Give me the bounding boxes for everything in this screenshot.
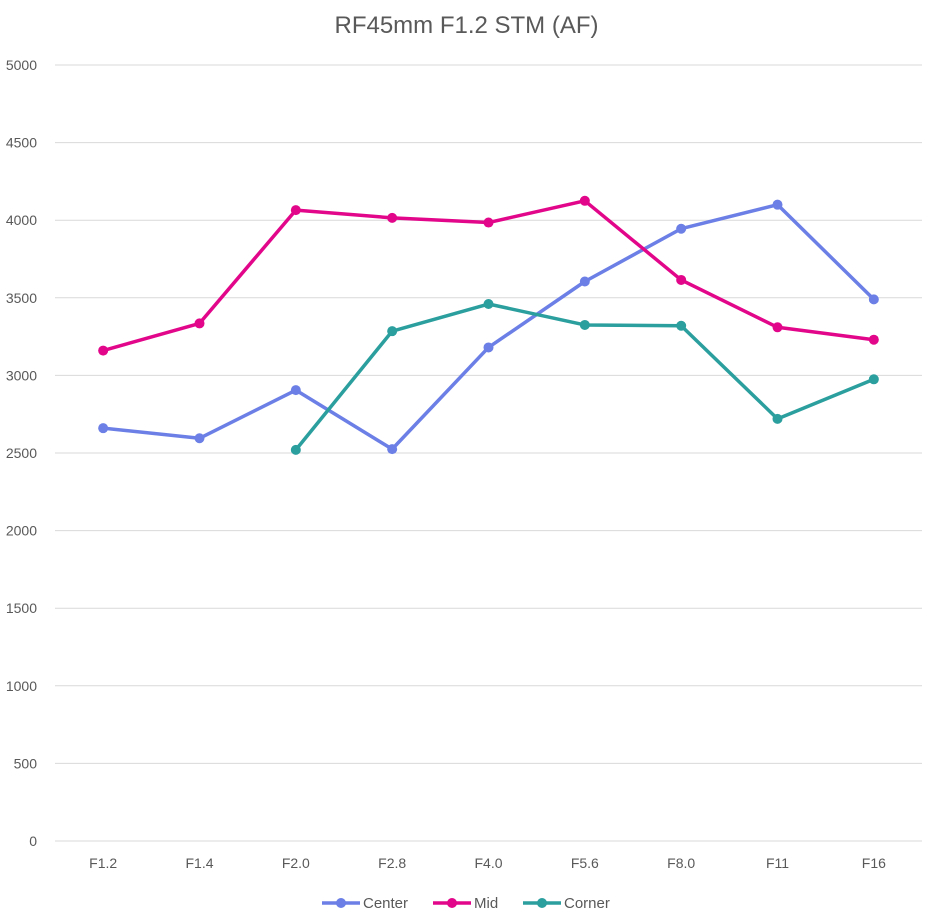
series-lines bbox=[98, 195, 879, 455]
legend-label: Corner bbox=[564, 895, 610, 912]
x-tick-label: F2.8 bbox=[378, 855, 406, 871]
legend: Center Mid Corner bbox=[322, 895, 610, 912]
x-tick-label: F8.0 bbox=[667, 855, 695, 871]
legend-swatch-marker bbox=[537, 898, 547, 908]
series-mid bbox=[98, 195, 879, 356]
y-tick-label: 500 bbox=[14, 755, 38, 771]
y-tick-label: 5000 bbox=[6, 57, 37, 73]
data-point bbox=[868, 334, 879, 345]
data-point bbox=[98, 345, 109, 356]
data-point bbox=[676, 223, 687, 234]
x-tick-label: F16 bbox=[862, 855, 886, 871]
x-tick-label: F4.0 bbox=[474, 855, 502, 871]
data-point bbox=[387, 444, 398, 455]
data-point bbox=[579, 319, 590, 330]
chart-title: RF45mm F1.2 STM (AF) bbox=[334, 12, 599, 39]
data-point bbox=[194, 433, 205, 444]
y-tick-label: 3500 bbox=[6, 290, 37, 306]
data-point bbox=[772, 199, 783, 210]
data-point bbox=[387, 326, 398, 337]
data-point bbox=[772, 322, 783, 333]
data-point bbox=[290, 444, 301, 455]
x-tick-label: F11 bbox=[766, 855, 789, 871]
y-tick-label: 4500 bbox=[6, 135, 37, 151]
data-point bbox=[676, 274, 687, 285]
series-corner bbox=[290, 299, 879, 455]
data-point bbox=[772, 413, 783, 424]
x-tick-label: F1.4 bbox=[185, 855, 213, 871]
y-axis-ticks: 0 500 1000 1500 2000 2500 3000 3500 4000 4500 5000 bbox=[6, 57, 37, 849]
legend-label: Mid bbox=[474, 895, 498, 912]
legend-item-center: Center bbox=[322, 895, 408, 912]
y-tick-label: 0 bbox=[29, 833, 37, 849]
data-point bbox=[98, 423, 109, 434]
data-point bbox=[290, 385, 301, 396]
y-tick-label: 1500 bbox=[6, 600, 37, 616]
y-tick-label: 4000 bbox=[6, 212, 37, 228]
data-point bbox=[387, 212, 398, 223]
data-point bbox=[483, 342, 494, 353]
y-tick-label: 3000 bbox=[6, 367, 37, 383]
x-axis-ticks: F1.2 F1.4 F2.0 F2.8 F4.0 F5.6 F8.0 F11 F16 bbox=[89, 855, 886, 871]
x-tick-label: F5.6 bbox=[571, 855, 599, 871]
data-point bbox=[868, 294, 879, 305]
data-point bbox=[194, 318, 205, 329]
data-point bbox=[290, 205, 301, 216]
series-center bbox=[98, 199, 879, 455]
legend-item-mid: Mid bbox=[433, 895, 498, 912]
data-point bbox=[579, 276, 590, 287]
y-tick-label: 2500 bbox=[6, 445, 37, 461]
y-tick-label: 1000 bbox=[6, 678, 37, 694]
x-tick-label: F2.0 bbox=[282, 855, 310, 871]
data-point bbox=[483, 299, 494, 310]
legend-label: Center bbox=[363, 895, 408, 912]
legend-item-corner: Corner bbox=[523, 895, 610, 912]
x-tick-label: F1.2 bbox=[89, 855, 117, 871]
data-point bbox=[483, 217, 494, 228]
data-point bbox=[676, 320, 687, 331]
gridlines bbox=[55, 64, 922, 842]
legend-swatch-marker bbox=[447, 898, 457, 908]
series-line bbox=[101, 202, 876, 451]
legend-swatch-marker bbox=[336, 898, 346, 908]
data-point bbox=[579, 195, 590, 206]
y-tick-label: 2000 bbox=[6, 523, 37, 539]
data-point bbox=[868, 374, 879, 385]
